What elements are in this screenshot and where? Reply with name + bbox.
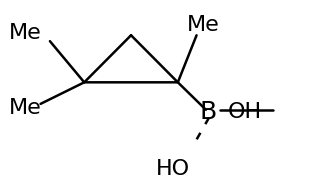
Text: Me: Me <box>187 15 220 35</box>
Text: OH: OH <box>228 102 262 122</box>
Text: Me: Me <box>9 98 42 118</box>
Text: Me: Me <box>9 23 42 43</box>
Text: B: B <box>200 100 217 124</box>
Text: HO: HO <box>156 159 190 179</box>
